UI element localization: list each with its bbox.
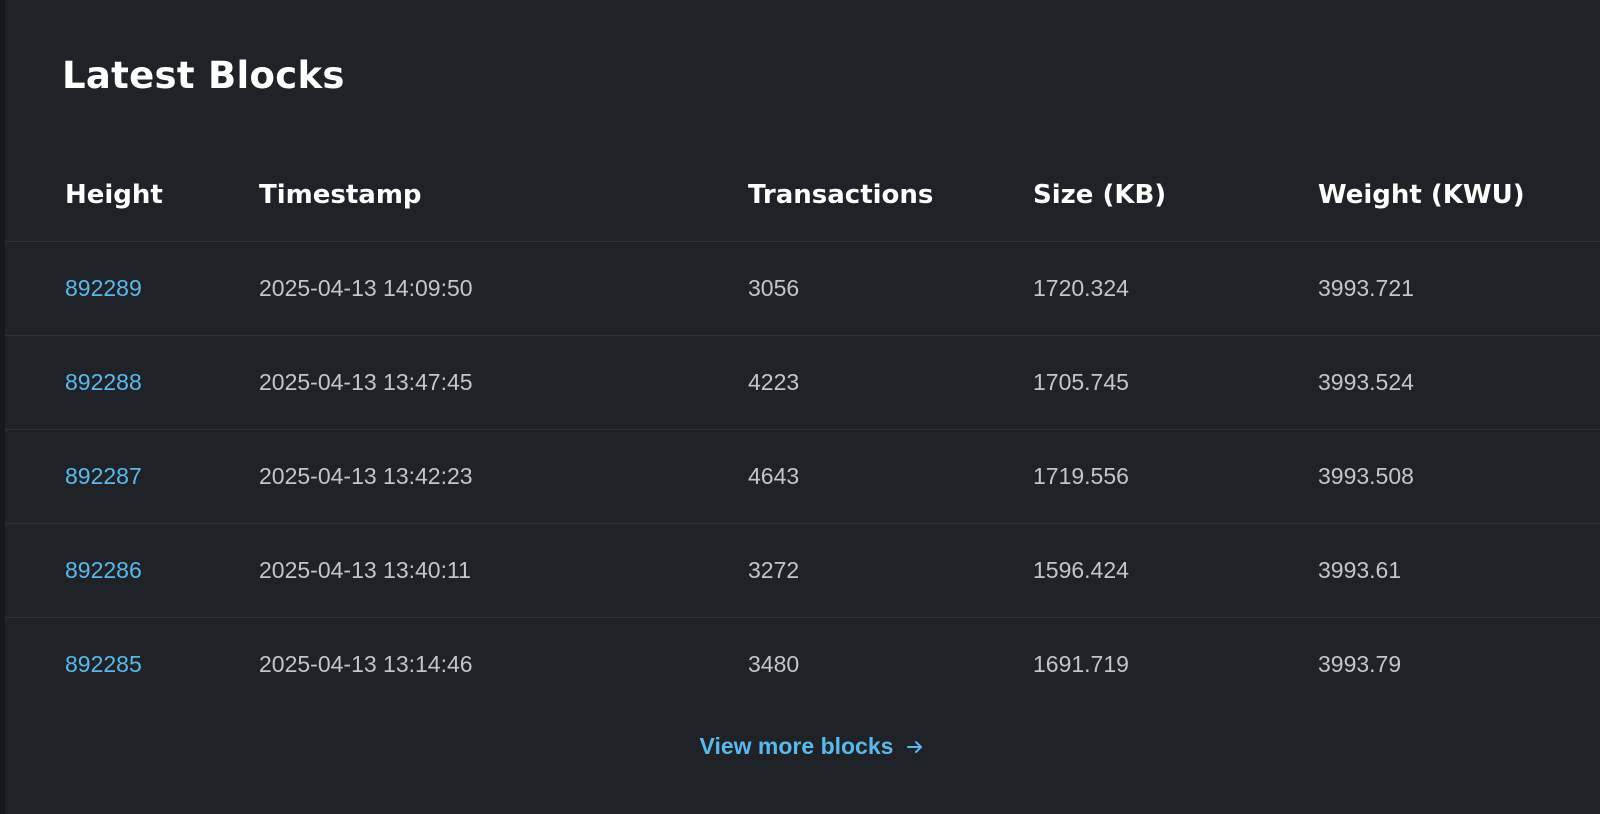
table-row: 892285 2025-04-13 13:14:46 3480 1691.719… bbox=[5, 618, 1600, 712]
view-more-label: View more blocks bbox=[699, 733, 894, 759]
arrow-right-icon bbox=[905, 737, 925, 757]
cell-height: 892286 bbox=[5, 523, 259, 618]
cell-weight: 3993.61 bbox=[1318, 523, 1600, 618]
cell-transactions: 4643 bbox=[748, 429, 1033, 524]
block-height-link[interactable]: 892285 bbox=[65, 651, 142, 677]
block-height-link[interactable]: 892289 bbox=[65, 275, 142, 301]
cell-timestamp: 2025-04-13 13:42:23 bbox=[259, 429, 748, 524]
cell-transactions: 3480 bbox=[748, 651, 800, 677]
left-edge-strip bbox=[0, 0, 5, 814]
block-height-link[interactable]: 892286 bbox=[65, 557, 142, 583]
column-header-transactions: Transactions bbox=[748, 148, 1033, 242]
cell-size: 1720.324 bbox=[1033, 241, 1318, 336]
column-header-height: Height bbox=[5, 148, 259, 242]
cell-transactions: 3056 bbox=[748, 241, 1033, 336]
column-header-weight: Weight (KWU) bbox=[1318, 148, 1600, 242]
table-row: 892288 2025-04-13 13:47:45 4223 1705.745… bbox=[5, 335, 1600, 430]
cell-weight: 3993.721 bbox=[1318, 241, 1600, 336]
column-header-timestamp: Timestamp bbox=[259, 148, 748, 242]
table-row: 892289 2025-04-13 14:09:50 3056 1720.324… bbox=[5, 241, 1600, 336]
block-height-link[interactable]: 892287 bbox=[65, 463, 142, 489]
cell-transactions: 3272 bbox=[748, 523, 1033, 618]
cell-timestamp: 2025-04-13 13:40:11 bbox=[259, 523, 748, 618]
cell-weight: 3993.524 bbox=[1318, 335, 1600, 430]
cell-height: 892285 bbox=[5, 618, 259, 712]
view-more-container: View more blocks bbox=[5, 733, 1600, 760]
cell-size: 1691.719 bbox=[1033, 651, 1129, 677]
cell-timestamp: 2025-04-13 13:14:46 bbox=[259, 651, 473, 677]
table-row: 892287 2025-04-13 13:42:23 4643 1719.556… bbox=[5, 429, 1600, 524]
cell-height: 892288 bbox=[5, 335, 259, 430]
cell-transactions: 4223 bbox=[748, 335, 1033, 430]
table-row: 892286 2025-04-13 13:40:11 3272 1596.424… bbox=[5, 523, 1600, 618]
table-header-row: Height Timestamp Transactions Size (KB) … bbox=[5, 148, 1600, 242]
view-more-blocks-link[interactable]: View more blocks bbox=[700, 733, 926, 760]
column-header-size: Size (KB) bbox=[1033, 148, 1318, 242]
block-height-link[interactable]: 892288 bbox=[65, 369, 142, 395]
cell-size: 1596.424 bbox=[1033, 523, 1318, 618]
cell-height: 892287 bbox=[5, 429, 259, 524]
cell-height: 892289 bbox=[5, 241, 259, 336]
latest-blocks-panel: Latest Blocks Height Timestamp Transacti… bbox=[5, 0, 1600, 814]
cell-weight: 3993.79 bbox=[1318, 651, 1402, 677]
blocks-table: Height Timestamp Transactions Size (KB) … bbox=[5, 148, 1600, 711]
cell-size: 1705.745 bbox=[1033, 335, 1318, 430]
cell-weight: 3993.508 bbox=[1318, 429, 1600, 524]
cell-timestamp: 2025-04-13 14:09:50 bbox=[259, 241, 748, 336]
cell-timestamp: 2025-04-13 13:47:45 bbox=[259, 335, 748, 430]
cell-size: 1719.556 bbox=[1033, 429, 1318, 524]
section-title: Latest Blocks bbox=[62, 54, 345, 97]
